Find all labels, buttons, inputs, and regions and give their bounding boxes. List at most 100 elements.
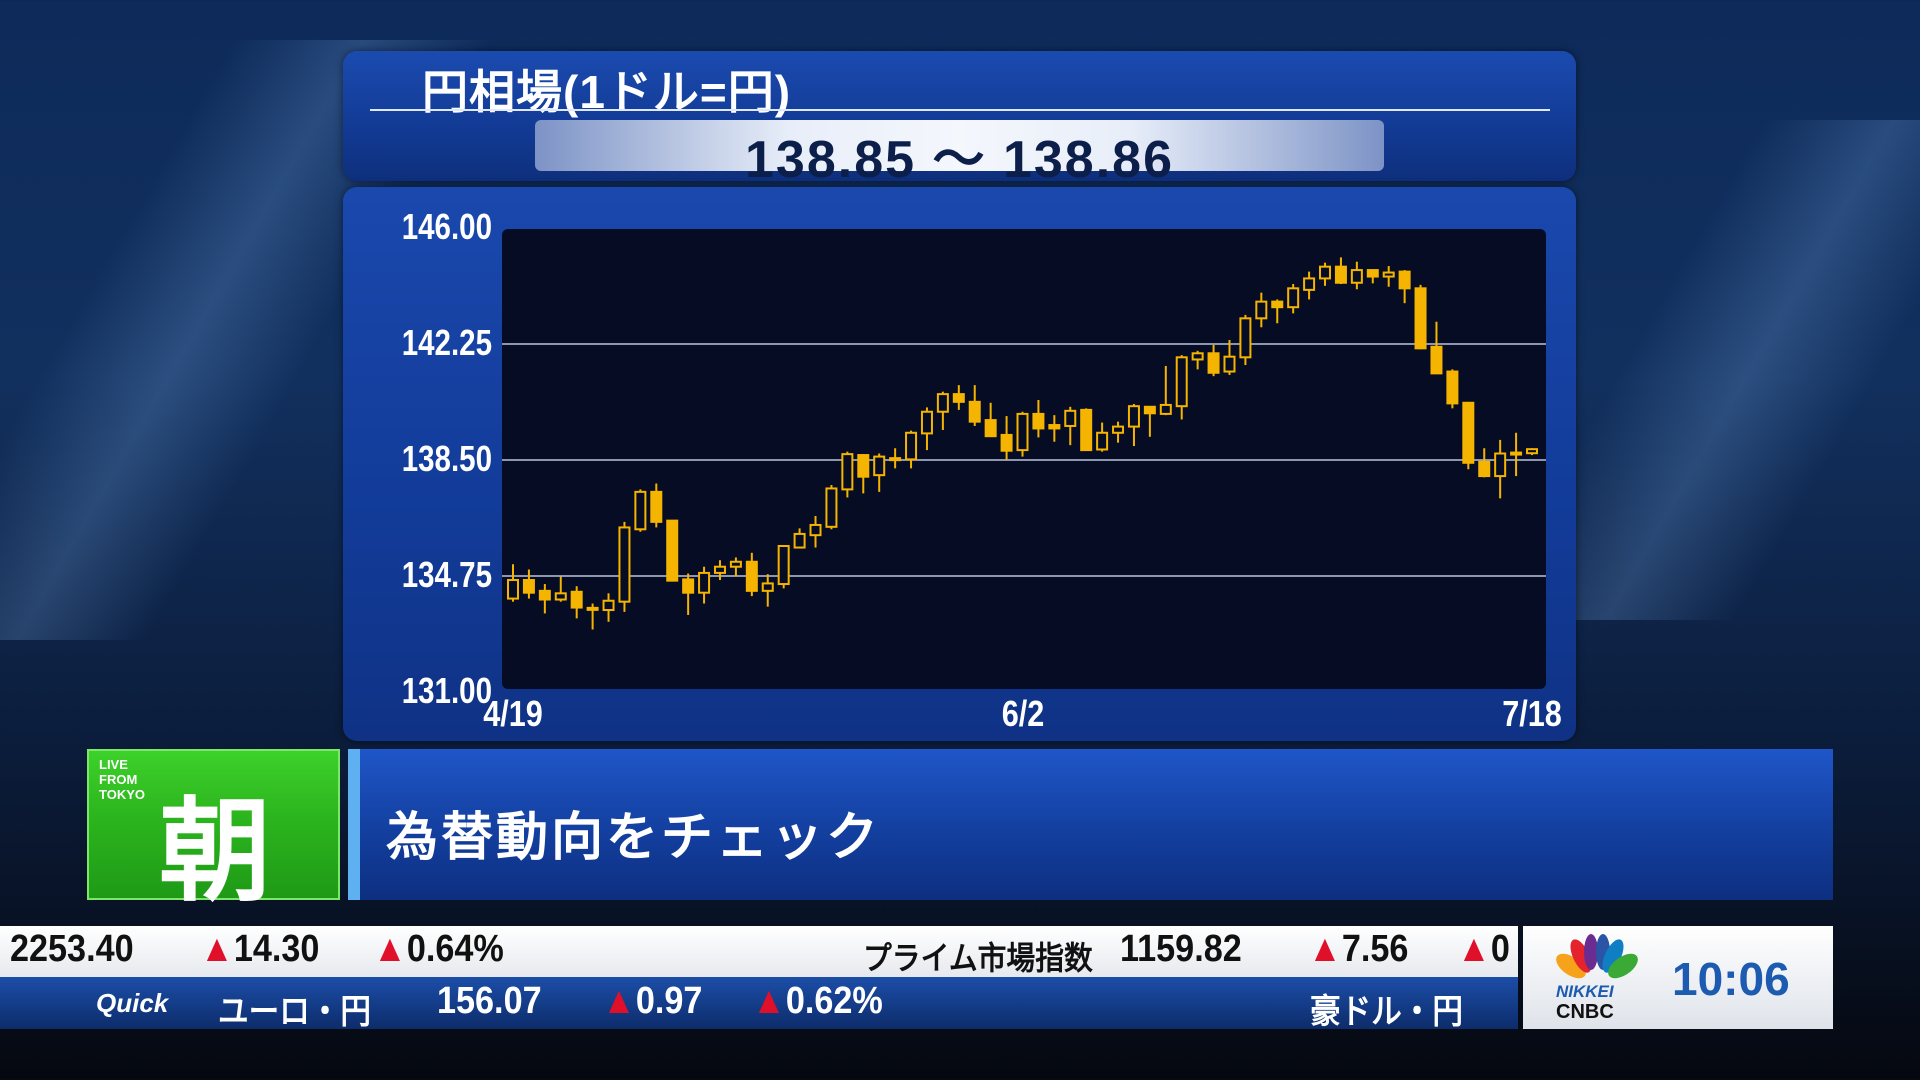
change-value: 7.56 [1341, 928, 1409, 970]
candle-body-up [618, 526, 631, 603]
ticker-bottom-row [0, 977, 1518, 1029]
candle [1080, 408, 1093, 452]
up-triangle-icon: ▲ [602, 980, 636, 1022]
ticker-name: プライム市場指数 [863, 940, 1093, 976]
y-tick-label: 134.75 [401, 554, 492, 595]
candle-body-down [650, 490, 663, 523]
candle [1494, 439, 1507, 499]
candle [618, 521, 631, 612]
ticker-change: ▲7.56 [1308, 928, 1408, 971]
candle [554, 576, 567, 602]
candle-body-up [554, 592, 567, 601]
pct-value: 0.62% [785, 980, 883, 1022]
candle-body-up [1159, 403, 1172, 415]
headline-bar [348, 749, 1833, 900]
candle [1127, 404, 1140, 447]
y-tick-label: 131.00 [401, 670, 492, 711]
channel-logo-box [1523, 926, 1833, 1029]
change-value: 0.97 [635, 980, 703, 1022]
pct-value: 0.64% [406, 928, 504, 970]
candle-body-up [1239, 317, 1252, 359]
candle-body-up [1064, 409, 1077, 427]
candle [841, 451, 854, 498]
candle-body-down [984, 419, 997, 438]
candle [1319, 262, 1332, 286]
quick-logo: Quick [96, 988, 169, 1018]
candle [634, 489, 647, 532]
candle [1000, 416, 1013, 460]
candle [507, 564, 519, 602]
candle-body-up [920, 410, 933, 435]
y-tick-label: 138.50 [401, 438, 492, 479]
up-triangle-icon: ▲ [200, 928, 234, 970]
candle-body-up [809, 523, 822, 537]
candle [1223, 339, 1236, 375]
pct-value: 0 [1490, 928, 1510, 970]
candle [889, 448, 902, 469]
candle-body-up [1191, 352, 1204, 361]
candle [1366, 269, 1379, 284]
quote-box [535, 120, 1384, 171]
candle-body-down [538, 589, 551, 601]
candle-body-up [825, 487, 838, 528]
candle [729, 557, 742, 577]
candle-body-up [602, 599, 615, 612]
candle-body-down [1271, 300, 1284, 309]
candle-body-up [1096, 431, 1109, 451]
candle-body-down [952, 393, 965, 403]
candle [968, 385, 981, 426]
x-tick-label: 6/2 [1001, 693, 1044, 734]
candle [1175, 355, 1188, 420]
candle [1016, 411, 1029, 457]
candle-body-down [968, 400, 981, 423]
candle-body-down [745, 560, 758, 592]
candle-body-up [1319, 265, 1332, 280]
candle-body-down [586, 606, 599, 611]
candle [745, 552, 758, 597]
candle [1478, 448, 1491, 478]
ticker-top-row [0, 926, 1518, 977]
candle [1207, 344, 1220, 377]
x-tick-label: 7/18 [1502, 693, 1562, 734]
candle [1334, 257, 1347, 284]
candle [1191, 350, 1204, 370]
candle-body-up [1350, 269, 1363, 284]
candle-body-up [777, 544, 790, 586]
y-tick-label: 142.25 [401, 322, 492, 363]
headline-accent [348, 749, 360, 900]
peacock-logo-icon [1556, 934, 1638, 979]
candle [713, 560, 726, 581]
badge-line: LIVE [99, 757, 128, 772]
candle [809, 515, 822, 548]
candle-body-up [1382, 271, 1395, 278]
headline-text: 為替動向をチェック [386, 809, 882, 867]
candle-body-down [682, 578, 695, 594]
candle [570, 586, 583, 619]
candle-body-down [1334, 265, 1347, 284]
title-divider [370, 109, 1550, 111]
candle [650, 483, 663, 528]
candle [522, 569, 535, 599]
candle [1159, 365, 1172, 416]
up-triangle-icon: ▲ [752, 980, 786, 1022]
candle [857, 454, 870, 494]
candle [586, 603, 599, 630]
up-triangle-icon: ▲ [373, 928, 407, 970]
candle [905, 430, 918, 469]
candle-body-down [1478, 460, 1491, 478]
candle-body-up [698, 571, 711, 594]
candle [984, 402, 997, 438]
badge-line: FROM [99, 772, 138, 787]
candle-body-up [634, 490, 647, 531]
candle-body-up [1510, 451, 1523, 456]
candle [1048, 415, 1061, 442]
candle [1112, 421, 1125, 443]
candle [1446, 369, 1459, 409]
up-triangle-icon: ▲ [1308, 928, 1342, 970]
candle-body-up [1112, 425, 1125, 434]
candle [666, 519, 679, 582]
candle-body-up [1287, 287, 1300, 309]
candle-body-up [761, 582, 774, 592]
candle-body-up [905, 431, 918, 461]
